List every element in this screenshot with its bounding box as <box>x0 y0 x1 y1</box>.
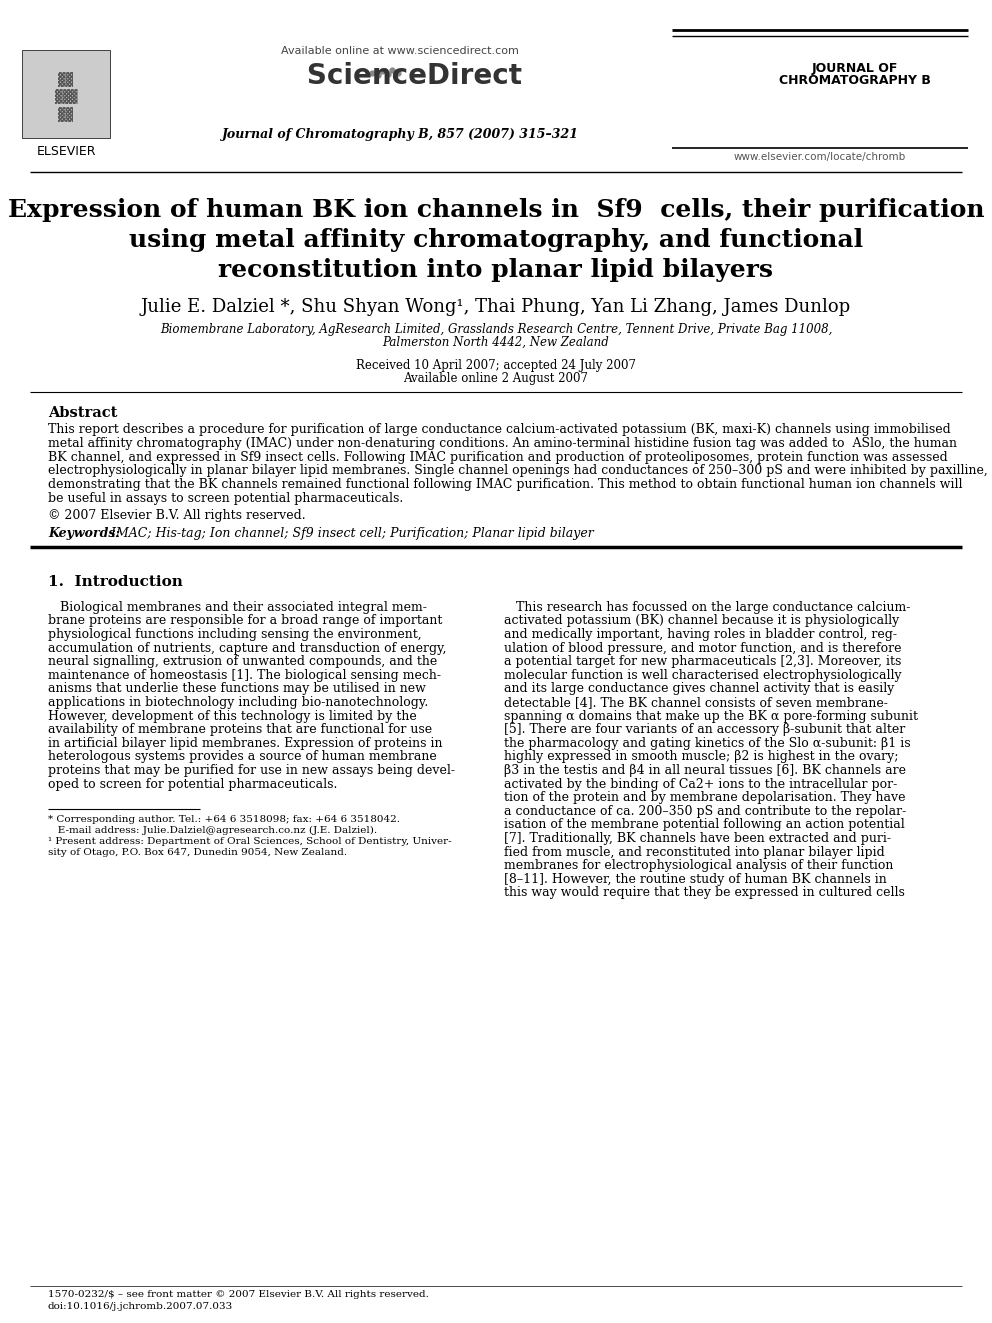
Text: molecular function is well characterised electrophysiologically: molecular function is well characterised… <box>504 669 902 681</box>
Text: CHROMATOGRAPHY B: CHROMATOGRAPHY B <box>779 74 930 87</box>
Text: ScienceDirect: ScienceDirect <box>278 62 522 90</box>
Text: This research has focussed on the large conductance calcium-: This research has focussed on the large … <box>504 601 911 614</box>
Text: a potential target for new pharmaceuticals [2,3]. Moreover, its: a potential target for new pharmaceutica… <box>504 655 902 668</box>
Text: Available online at www.sciencedirect.com: Available online at www.sciencedirect.co… <box>281 46 519 56</box>
Text: Palmerston North 4442, New Zealand: Palmerston North 4442, New Zealand <box>383 336 609 349</box>
Text: proteins that may be purified for use in new assays being devel-: proteins that may be purified for use in… <box>48 763 455 777</box>
Text: Abstract: Abstract <box>48 406 117 419</box>
Text: electrophysiologically in planar bilayer lipid membranes. Single channel opening: electrophysiologically in planar bilayer… <box>48 464 988 478</box>
Text: be useful in assays to screen potential pharmaceuticals.: be useful in assays to screen potential … <box>48 492 404 505</box>
Text: and its large conductance gives channel activity that is easily: and its large conductance gives channel … <box>504 683 895 696</box>
Text: demonstrating that the BK channels remained functional following IMAC purificati: demonstrating that the BK channels remai… <box>48 478 962 491</box>
Text: Biological membranes and their associated integral mem-: Biological membranes and their associate… <box>48 601 427 614</box>
Text: Journal of Chromatography B, 857 (2007) 315–321: Journal of Chromatography B, 857 (2007) … <box>221 128 578 142</box>
Text: doi:10.1016/j.jchromb.2007.07.033: doi:10.1016/j.jchromb.2007.07.033 <box>48 1302 233 1311</box>
Text: metal affinity chromatography (IMAC) under non-denaturing conditions. An amino-t: metal affinity chromatography (IMAC) und… <box>48 437 957 450</box>
Text: This report describes a procedure for purification of large conductance calcium-: This report describes a procedure for pu… <box>48 423 950 437</box>
Text: Julie E. Dalziel *, Shu Shyan Wong¹, Thai Phung, Yan Li Zhang, James Dunlop: Julie E. Dalziel *, Shu Shyan Wong¹, Tha… <box>141 298 851 316</box>
Text: membranes for electrophysiological analysis of their function: membranes for electrophysiological analy… <box>504 859 894 872</box>
Text: β3 in the testis and β4 in all neural tissues [6]. BK channels are: β3 in the testis and β4 in all neural ti… <box>504 763 906 777</box>
Text: [5]. There are four variants of an accessory β-subunit that alter: [5]. There are four variants of an acces… <box>504 724 906 736</box>
Text: neural signalling, extrusion of unwanted compounds, and the: neural signalling, extrusion of unwanted… <box>48 655 437 668</box>
Text: fied from muscle, and reconstituted into planar bilayer lipid: fied from muscle, and reconstituted into… <box>504 845 885 859</box>
Text: a conductance of ca. 200–350 pS and contribute to the repolar-: a conductance of ca. 200–350 pS and cont… <box>504 804 907 818</box>
Text: * Corresponding author. Tel.: +64 6 3518098; fax: +64 6 3518042.: * Corresponding author. Tel.: +64 6 3518… <box>48 815 400 824</box>
Text: sity of Otago, P.O. Box 647, Dunedin 9054, New Zealand.: sity of Otago, P.O. Box 647, Dunedin 905… <box>48 848 347 857</box>
Text: brane proteins are responsible for a broad range of important: brane proteins are responsible for a bro… <box>48 614 442 627</box>
Text: © 2007 Elsevier B.V. All rights reserved.: © 2007 Elsevier B.V. All rights reserved… <box>48 509 306 521</box>
Text: accumulation of nutrients, capture and transduction of energy,: accumulation of nutrients, capture and t… <box>48 642 446 655</box>
Text: using metal affinity chromatography, and functional: using metal affinity chromatography, and… <box>129 228 863 251</box>
Text: ulation of blood pressure, and motor function, and is therefore: ulation of blood pressure, and motor fun… <box>504 642 902 655</box>
Text: JOURNAL OF: JOURNAL OF <box>811 62 898 75</box>
Text: Received 10 April 2007; accepted 24 July 2007: Received 10 April 2007; accepted 24 July… <box>356 359 636 372</box>
Text: spanning α domains that make up the BK α pore-forming subunit: spanning α domains that make up the BK α… <box>504 709 918 722</box>
Text: maintenance of homeostasis [1]. The biological sensing mech-: maintenance of homeostasis [1]. The biol… <box>48 669 441 681</box>
Text: this way would require that they be expressed in cultured cells: this way would require that they be expr… <box>504 886 905 900</box>
Text: 1.  Introduction: 1. Introduction <box>48 574 183 589</box>
Text: anisms that underlie these functions may be utilised in new: anisms that underlie these functions may… <box>48 683 426 696</box>
Text: oped to screen for potential pharmaceuticals.: oped to screen for potential pharmaceuti… <box>48 778 337 791</box>
Text: ELSEVIER: ELSEVIER <box>37 146 96 157</box>
Text: [8–11]. However, the routine study of human BK channels in: [8–11]. However, the routine study of hu… <box>504 873 887 886</box>
Text: and medically important, having roles in bladder control, reg-: and medically important, having roles in… <box>504 628 897 642</box>
Text: applications in biotechnology including bio-nanotechnology.: applications in biotechnology including … <box>48 696 429 709</box>
Text: However, development of this technology is limited by the: However, development of this technology … <box>48 709 417 722</box>
Bar <box>22 50 110 138</box>
Text: heterologous systems provides a source of human membrane: heterologous systems provides a source o… <box>48 750 436 763</box>
Text: BK channel, and expressed in Sf9 insect cells. Following IMAC purification and p: BK channel, and expressed in Sf9 insect … <box>48 451 947 463</box>
Text: detectable [4]. The BK channel consists of seven membrane-: detectable [4]. The BK channel consists … <box>504 696 888 709</box>
Text: Available online 2 August 2007: Available online 2 August 2007 <box>404 372 588 385</box>
Text: tion of the protein and by membrane depolarisation. They have: tion of the protein and by membrane depo… <box>504 791 906 804</box>
Text: ▓▓
▓▓▓
▓▓: ▓▓ ▓▓▓ ▓▓ <box>55 73 77 122</box>
Text: activated potassium (BK) channel because it is physiologically: activated potassium (BK) channel because… <box>504 614 900 627</box>
Text: activated by the binding of Ca2+ ions to the intracellular por-: activated by the binding of Ca2+ ions to… <box>504 778 897 791</box>
Text: highly expressed in smooth muscle; β2 is highest in the ovary;: highly expressed in smooth muscle; β2 is… <box>504 750 899 763</box>
Text: physiological functions including sensing the environment,: physiological functions including sensin… <box>48 628 422 642</box>
Text: E-mail address: Julie.Dalziel@agresearch.co.nz (J.E. Dalziel).: E-mail address: Julie.Dalziel@agresearch… <box>48 826 377 835</box>
Text: ¹ Present address: Department of Oral Sciences, School of Dentistry, Univer-: ¹ Present address: Department of Oral Sc… <box>48 837 451 847</box>
Text: Keywords:: Keywords: <box>48 527 120 540</box>
Text: reconstitution into planar lipid bilayers: reconstitution into planar lipid bilayer… <box>218 258 774 282</box>
Text: 1570-0232/$ – see front matter © 2007 Elsevier B.V. All rights reserved.: 1570-0232/$ – see front matter © 2007 El… <box>48 1290 429 1299</box>
Text: availability of membrane proteins that are functional for use: availability of membrane proteins that a… <box>48 724 433 736</box>
Text: IMAC; His-tag; Ion channel; Sf9 insect cell; Purification; Planar lipid bilayer: IMAC; His-tag; Ion channel; Sf9 insect c… <box>103 527 594 540</box>
Text: Biomembrane Laboratory, AgResearch Limited, Grasslands Research Centre, Tennent : Biomembrane Laboratory, AgResearch Limit… <box>160 323 832 336</box>
Text: isation of the membrane potential following an action potential: isation of the membrane potential follow… <box>504 819 905 831</box>
Text: [7]. Traditionally, BK channels have been extracted and puri-: [7]. Traditionally, BK channels have bee… <box>504 832 891 845</box>
Text: www.elsevier.com/locate/chromb: www.elsevier.com/locate/chromb <box>734 152 906 161</box>
Text: in artificial bilayer lipid membranes. Expression of proteins in: in artificial bilayer lipid membranes. E… <box>48 737 442 750</box>
Text: Expression of human BK ion channels in  Sf9  cells, their purification: Expression of human BK ion channels in S… <box>8 198 984 222</box>
Text: the pharmacology and gating kinetics of the Slo α-subunit: β1 is: the pharmacology and gating kinetics of … <box>504 737 911 750</box>
